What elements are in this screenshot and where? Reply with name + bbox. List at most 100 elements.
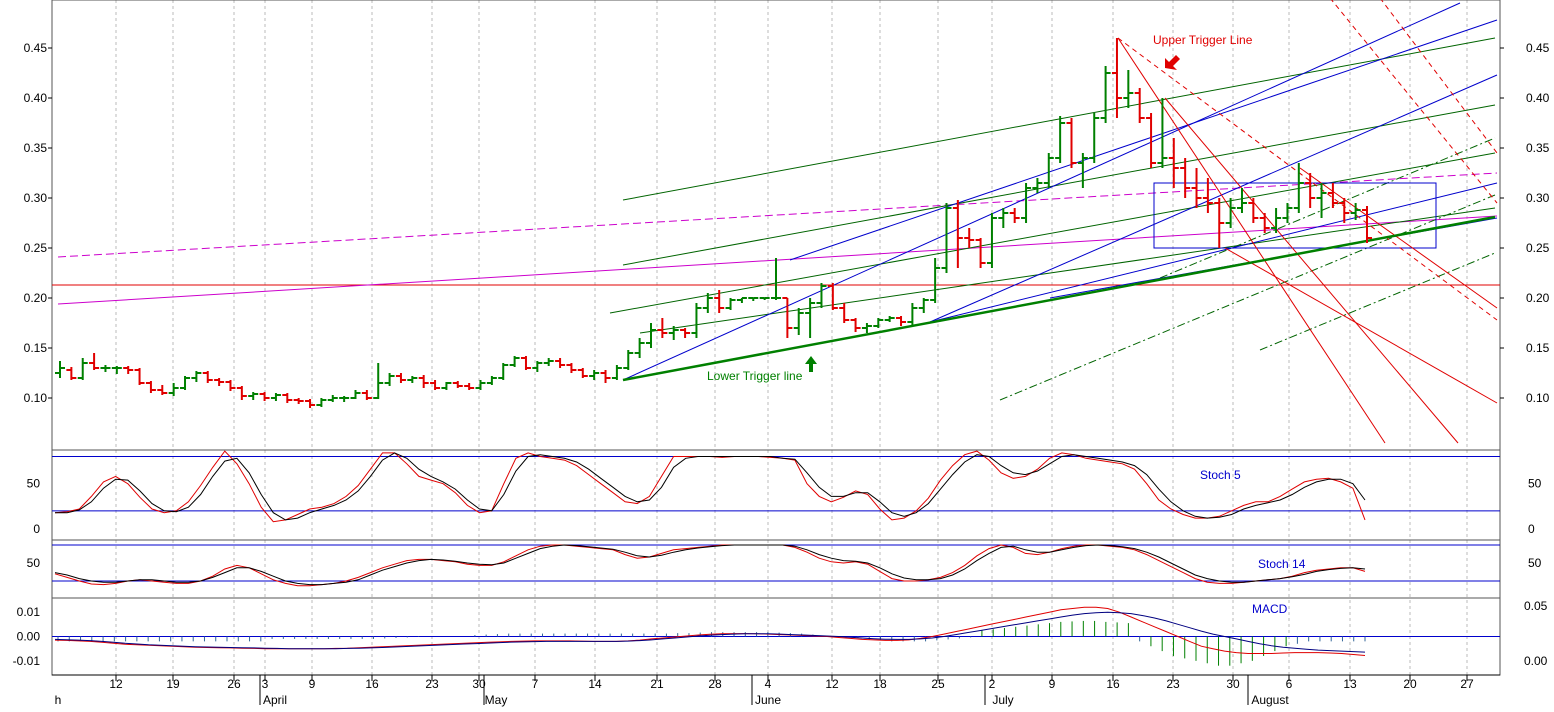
price-bar	[1236, 188, 1247, 213]
price-bar	[1350, 203, 1361, 220]
x-tick-label: 7	[532, 677, 539, 691]
price-bar	[850, 318, 861, 332]
osc-series-1	[54, 544, 1366, 586]
price-bar	[941, 203, 952, 273]
ma-line-solid	[57, 215, 1498, 305]
macd-panel: MACD	[52, 602, 1500, 666]
x-tick-label: 2	[989, 677, 996, 691]
price-bar	[577, 368, 588, 378]
price-bar	[441, 382, 452, 390]
price-bar	[668, 326, 679, 340]
x-tick-label: 30	[1226, 677, 1240, 691]
axes: 12 19 26 3 9 16 23 30 7 14 21 28 4 12 18 25 2 9 16 23 30 6 13 2…	[13, 41, 1550, 707]
fan-line-2	[609, 152, 1496, 314]
price-bar	[930, 258, 941, 303]
price-bar	[645, 323, 656, 348]
price-bar	[339, 396, 350, 402]
price-bar	[532, 361, 543, 372]
price-bar	[66, 367, 77, 380]
price-bar	[873, 318, 884, 328]
x-tick-label: 16	[1106, 677, 1120, 691]
price-bar	[1146, 113, 1157, 168]
price-bar	[1157, 98, 1168, 168]
stoch5-panel: Stoch 5	[52, 450, 1500, 523]
price-bar	[702, 293, 713, 313]
price-bar	[350, 390, 361, 399]
x-tick-label: 13	[1343, 677, 1357, 691]
price-bar	[1055, 116, 1066, 163]
macd-panel-label: MACD	[1252, 602, 1288, 616]
x-tick-label: 20	[1403, 677, 1417, 691]
price-bar	[1021, 183, 1032, 223]
fan-dashdot-2	[1159, 137, 1496, 279]
price-bar	[327, 395, 338, 402]
osc-panel-label: Stoch 5	[1200, 468, 1241, 482]
price-y-label-right: 0.15	[1526, 341, 1550, 355]
price-bar	[964, 228, 975, 248]
price-bar	[475, 380, 486, 390]
osc-y-label-left: 0	[33, 522, 40, 536]
x-tick-label: 16	[365, 677, 379, 691]
price-bar	[180, 376, 191, 390]
price-bar	[395, 373, 406, 383]
x-tick-label: 9	[309, 677, 316, 691]
price-bar	[520, 356, 531, 370]
price-bar	[225, 380, 236, 391]
price-bar	[566, 363, 577, 373]
price-bar	[1077, 153, 1088, 188]
price-bar	[202, 371, 213, 383]
price-bar	[248, 392, 259, 400]
price-bar	[1111, 38, 1122, 118]
x-tick-label: 30	[472, 677, 486, 691]
x-tick-label: 12	[825, 677, 839, 691]
price-bar	[816, 283, 827, 308]
price-bar	[657, 318, 668, 338]
price-bar	[759, 297, 770, 300]
channel-line-0	[622, 2, 1461, 381]
price-bar	[600, 370, 611, 383]
fan-line-0	[622, 37, 1496, 201]
x-tick-label: 23	[1166, 677, 1180, 691]
osc-y-label-right: 50	[1528, 556, 1542, 570]
x-tick-label: 4	[765, 677, 772, 691]
price-bar	[1339, 198, 1350, 223]
price-bar	[952, 200, 963, 268]
price-bar	[793, 308, 804, 335]
month-label: June	[755, 693, 781, 707]
price-panel: Upper Trigger Line Lower Trigger line	[52, 0, 1500, 444]
upper-trigger-arrow	[1165, 55, 1180, 70]
price-bar	[1248, 198, 1259, 223]
price-bar	[611, 365, 622, 380]
month-label: April	[263, 693, 287, 707]
price-bar	[861, 323, 872, 333]
price-y-label-right: 0.45	[1526, 41, 1550, 55]
price-y-label-right: 0.30	[1526, 191, 1550, 205]
price-y-label-left: 0.35	[24, 141, 48, 155]
down-line-1	[1164, 97, 1459, 444]
price-bar	[725, 298, 736, 310]
osc-series-1	[55, 452, 1366, 521]
price-bar	[1066, 118, 1077, 168]
price-bar	[1282, 203, 1293, 223]
x-tick-label: 3	[262, 677, 269, 691]
price-bar	[111, 366, 122, 374]
price-bar	[430, 380, 441, 390]
price-bar	[714, 290, 725, 313]
macd-series-1	[54, 611, 1366, 653]
lower-trigger-arrow	[805, 356, 817, 372]
price-bar	[384, 373, 395, 386]
price-bar	[305, 399, 316, 408]
price-bar	[623, 350, 634, 370]
x-tick-label: 9	[1049, 677, 1056, 691]
x-tick-label: 14	[588, 677, 602, 691]
price-y-label-left: 0.25	[24, 241, 48, 255]
price-bar	[259, 392, 270, 401]
x-tick-label: 27	[1460, 677, 1474, 691]
price-bar	[1009, 208, 1020, 223]
price-bar	[134, 368, 145, 385]
price-bar	[89, 353, 100, 370]
price-bar	[418, 375, 429, 388]
osc-y-label-right: 0	[1528, 522, 1535, 536]
price-bar	[270, 393, 281, 401]
